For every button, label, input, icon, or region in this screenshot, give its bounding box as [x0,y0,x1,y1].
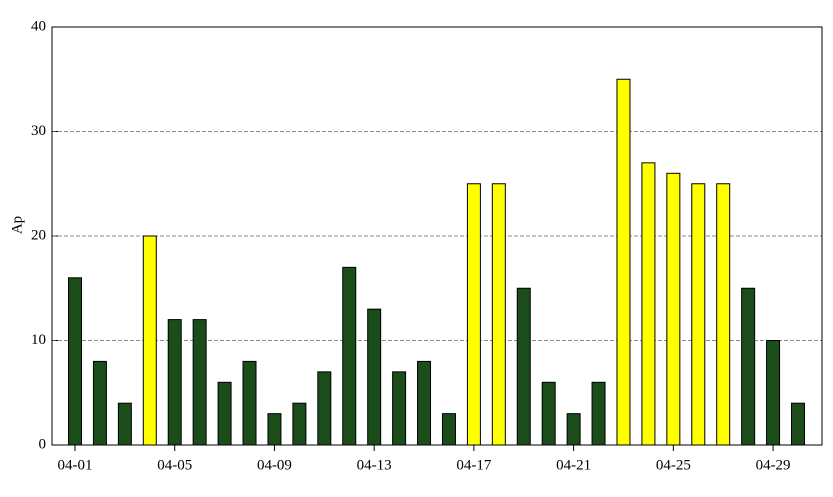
x-tick-label: 04-25 [656,457,691,473]
x-tick-label: 04-29 [756,457,791,473]
bar [167,319,182,446]
y-tick-label: 30 [31,123,46,139]
y-axis-label: Ap [9,216,25,234]
x-tick-label: 04-13 [357,457,392,473]
bar [641,162,656,446]
x-tick-label: 04-09 [257,457,292,473]
bar [566,413,581,446]
bar [142,235,157,446]
bar [591,381,606,446]
y-tick-label: 40 [31,18,46,34]
bar [217,381,232,446]
bar [541,381,556,446]
x-tick-label: 04-21 [556,457,591,473]
bar [417,360,432,446]
bar [766,340,781,446]
y-tick-label: 0 [39,436,47,452]
y-tick-label: 20 [31,227,46,243]
bar [441,413,456,446]
bar [716,183,731,446]
bar [317,371,332,446]
bar [666,172,681,446]
x-tick-label: 04-01 [58,457,93,473]
bar [292,402,307,446]
bar [92,360,107,446]
bar [466,183,481,446]
bar [342,266,357,446]
bar [267,413,282,446]
x-tick-label: 04-17 [456,457,491,473]
plot-frame [51,26,823,446]
bar [192,319,207,446]
bar [491,183,506,446]
bar [791,402,805,446]
bar [616,78,631,446]
bar [367,308,382,446]
x-tick-label: 04-05 [157,457,192,473]
bar [242,360,257,446]
bar [741,287,756,446]
bar [117,402,132,446]
y-tick-label: 10 [31,332,46,348]
bar [392,371,407,446]
bar [691,183,706,446]
bar [516,287,531,446]
bar [68,277,82,446]
